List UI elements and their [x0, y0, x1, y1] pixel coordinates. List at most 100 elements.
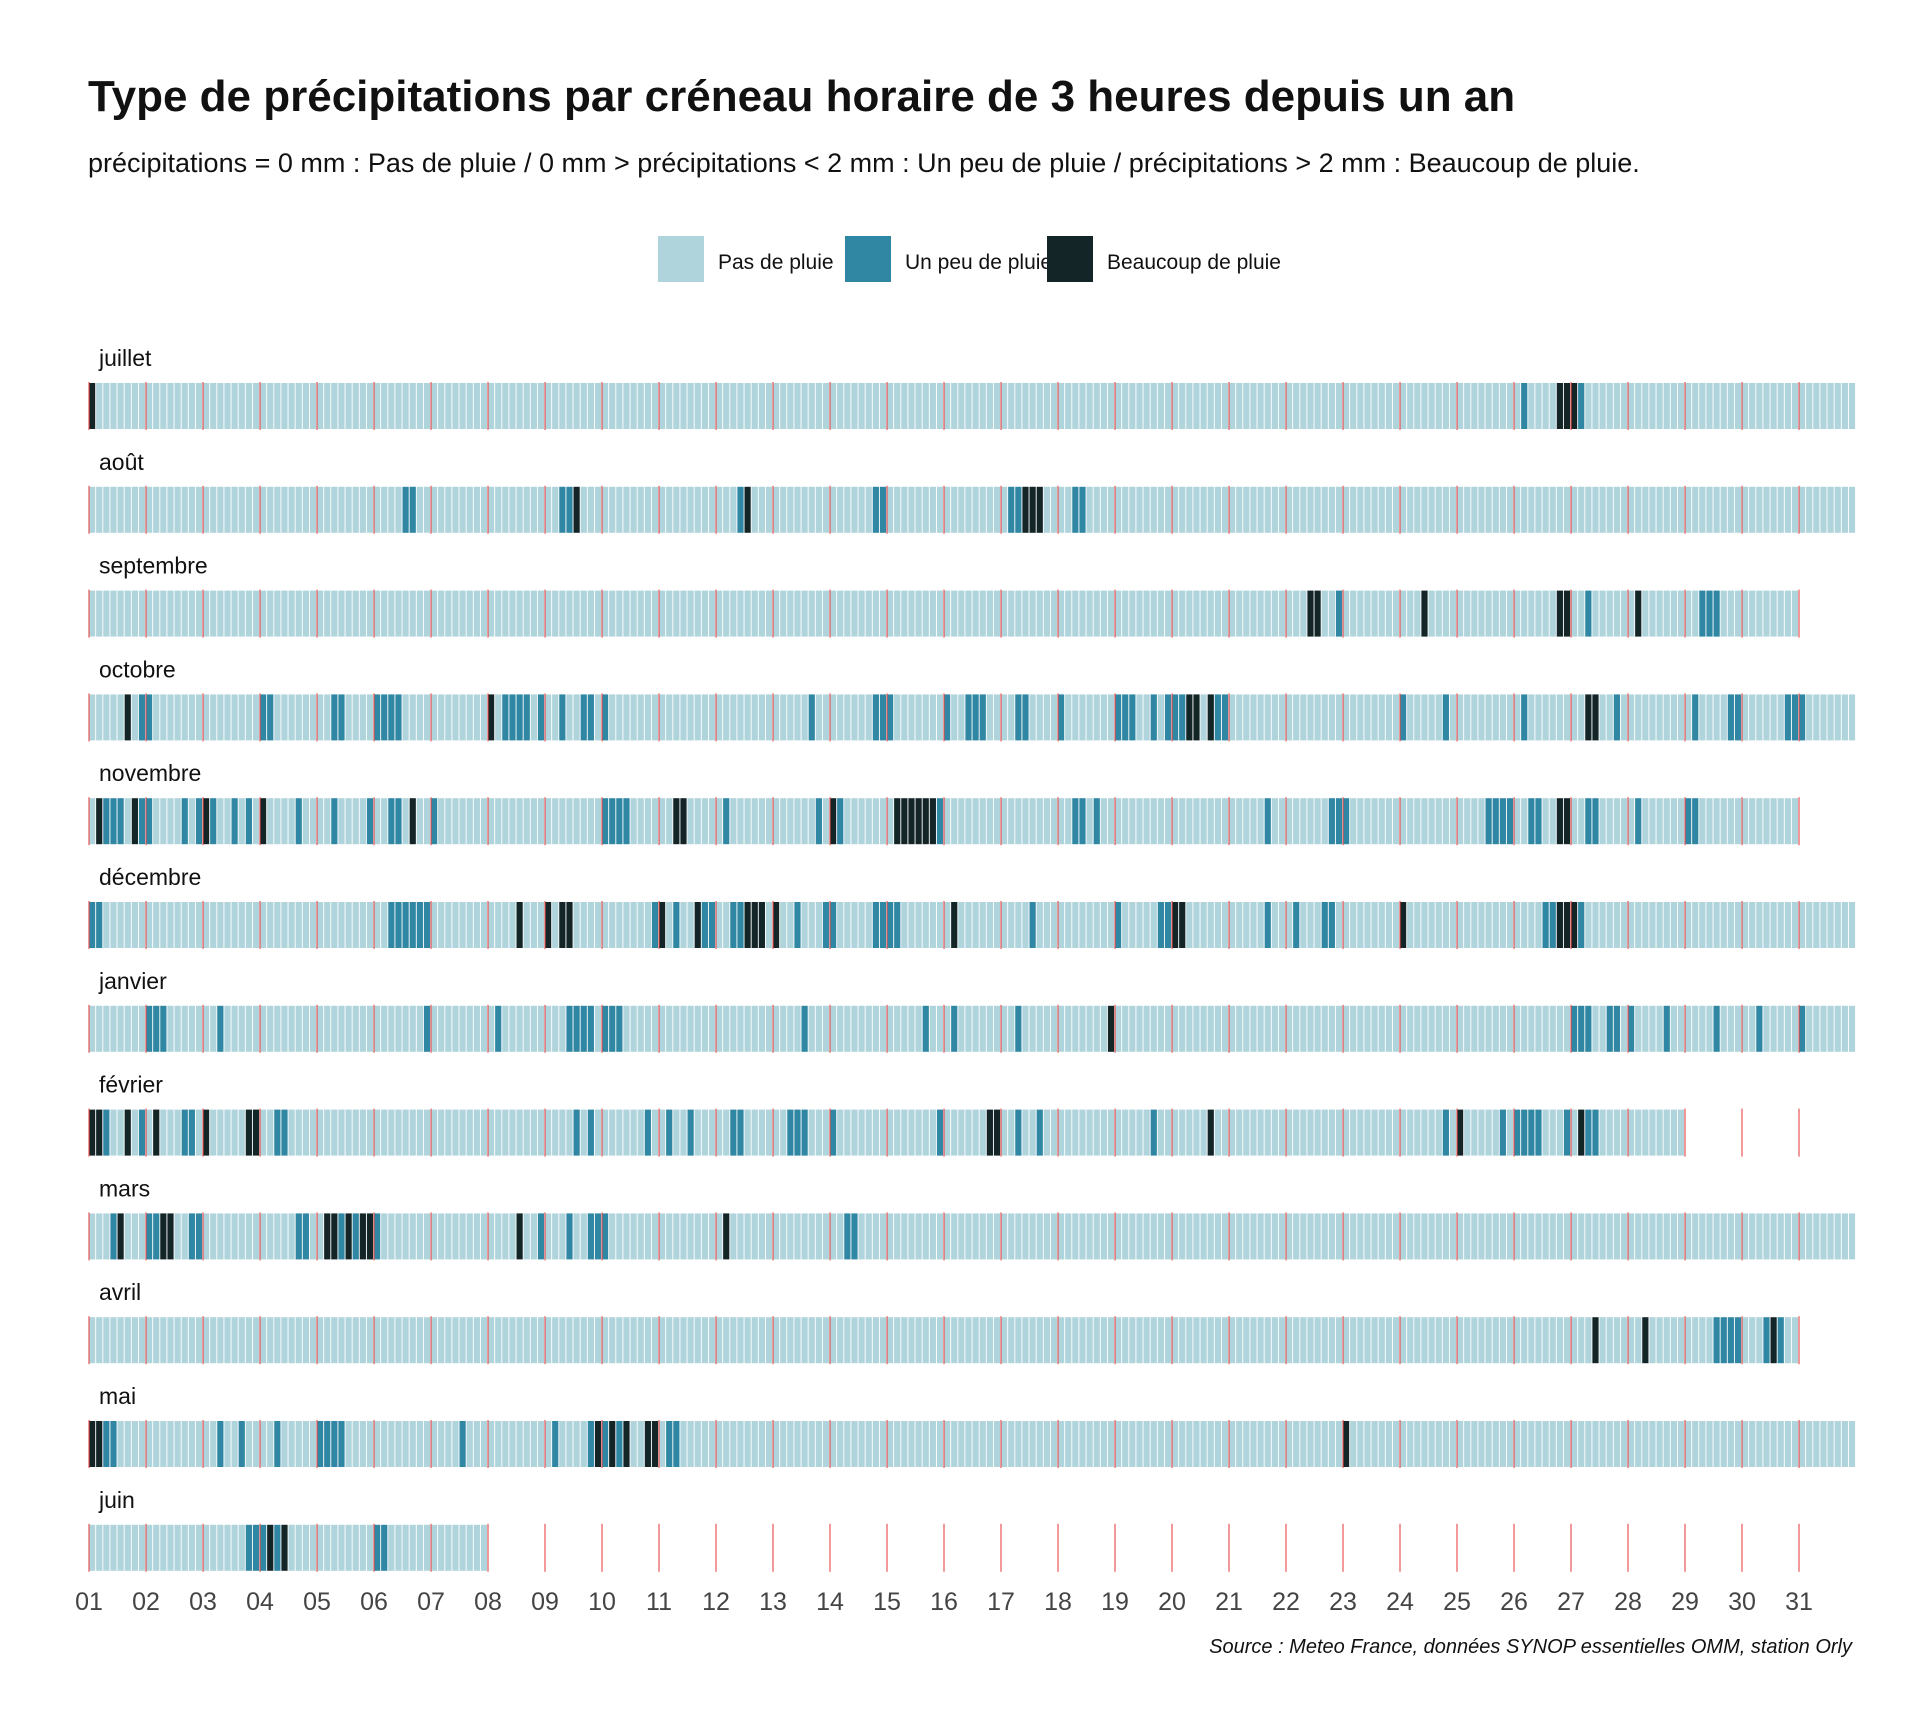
slot-none	[765, 1109, 773, 1156]
slot-none	[1357, 798, 1364, 845]
slot-none	[573, 902, 580, 948]
slot-none	[1343, 1213, 1350, 1260]
slot-none	[1656, 798, 1663, 845]
slot-none	[1407, 1421, 1414, 1467]
slot-none	[138, 383, 146, 429]
slot-none	[552, 694, 559, 741]
slot-none	[552, 902, 559, 948]
slot-none	[1706, 798, 1713, 845]
slot-none	[1378, 1005, 1385, 1052]
slot-none	[1514, 383, 1521, 429]
slot-none	[480, 798, 488, 845]
slot-none	[979, 1213, 986, 1260]
slot-none	[103, 1213, 110, 1260]
slot-none	[1164, 486, 1172, 533]
slot-none	[445, 1317, 452, 1364]
slot-none	[1407, 1317, 1414, 1364]
slot-light	[1685, 798, 1692, 845]
slot-none	[153, 1317, 160, 1364]
slot-light	[416, 902, 423, 948]
slot-light	[887, 694, 894, 741]
slot-none	[1022, 1213, 1029, 1260]
slot-none	[758, 694, 765, 741]
slot-none	[1585, 902, 1592, 948]
slot-none	[324, 1317, 331, 1364]
slot-none	[673, 1005, 680, 1052]
slot-none	[1392, 1005, 1400, 1052]
slot-light	[1293, 902, 1300, 948]
slot-none	[680, 694, 687, 741]
slot-none	[1727, 1421, 1734, 1467]
slot-none	[944, 590, 951, 637]
slot-none	[217, 383, 224, 429]
slot-none	[723, 383, 730, 429]
slot-none	[1442, 798, 1449, 845]
slot-none	[701, 590, 708, 637]
slot-none	[1692, 590, 1699, 637]
x-tick-label: 02	[132, 1588, 160, 1616]
slot-none	[288, 798, 295, 845]
slot-none	[1834, 1213, 1841, 1260]
slot-heavy	[1592, 694, 1599, 741]
slot-none	[1478, 383, 1485, 429]
slot-none	[381, 1421, 388, 1467]
slot-none	[787, 1421, 794, 1467]
slot-light	[1613, 694, 1620, 741]
slot-none	[1670, 1109, 1677, 1156]
slot-none	[1236, 798, 1243, 845]
slot-none	[1506, 1317, 1514, 1364]
slot-light	[331, 694, 338, 741]
slot-none	[245, 1421, 252, 1467]
x-tick-label: 31	[1785, 1588, 1813, 1616]
slot-none	[238, 1524, 245, 1571]
slot-none	[1813, 1005, 1820, 1052]
slot-none	[751, 1421, 758, 1467]
slot-none	[616, 694, 623, 741]
slot-none	[559, 383, 566, 429]
slot-none	[765, 590, 773, 637]
slot-none	[1364, 798, 1371, 845]
slot-none	[1286, 1213, 1293, 1260]
slot-none	[580, 1213, 587, 1260]
slot-heavy	[1556, 590, 1563, 637]
slot-none	[317, 1213, 324, 1260]
slot-none	[395, 1213, 402, 1260]
slot-none	[1635, 1213, 1642, 1260]
slot-light	[274, 1524, 281, 1571]
slot-none	[972, 1421, 979, 1467]
slot-none	[388, 486, 395, 533]
slot-none	[1314, 902, 1321, 948]
slot-none	[1214, 1213, 1221, 1260]
slot-none	[1072, 694, 1079, 741]
slot-none	[516, 1109, 523, 1156]
slot-none	[345, 383, 352, 429]
slot-none	[238, 798, 245, 845]
slot-none	[765, 486, 773, 533]
slot-none	[979, 383, 986, 429]
slot-none	[651, 1005, 659, 1052]
slot-light	[1734, 1317, 1742, 1364]
slot-none	[1670, 1213, 1677, 1260]
slot-none	[573, 383, 580, 429]
slot-none	[1471, 1005, 1478, 1052]
slot-light	[338, 1213, 345, 1260]
slot-none	[765, 1421, 773, 1467]
slot-none	[423, 1109, 431, 1156]
slot-none	[1542, 383, 1549, 429]
slot-none	[1257, 486, 1264, 533]
slot-heavy	[915, 798, 922, 845]
slot-light	[1214, 694, 1221, 741]
slot-none	[965, 383, 972, 429]
slot-none	[1385, 1317, 1392, 1364]
slot-none	[1221, 798, 1229, 845]
slot-none	[1485, 1317, 1492, 1364]
slot-none	[1756, 1213, 1763, 1260]
slot-light	[1578, 902, 1585, 948]
slot-none	[1656, 383, 1663, 429]
slot-light	[388, 902, 395, 948]
slot-none	[488, 1005, 495, 1052]
slot-none	[1157, 1213, 1164, 1260]
slot-none	[822, 694, 830, 741]
slot-none	[730, 1213, 737, 1260]
slot-none	[1649, 1109, 1656, 1156]
